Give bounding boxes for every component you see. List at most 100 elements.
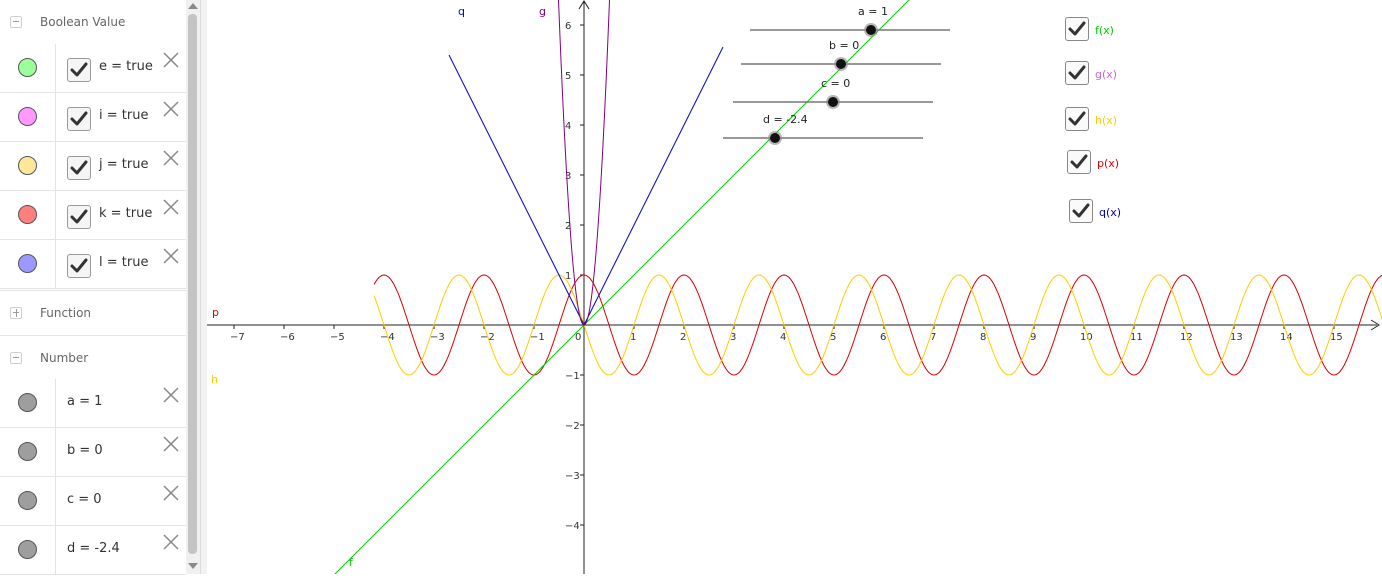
curve-label-p: p bbox=[212, 306, 219, 319]
delete-icon[interactable] bbox=[162, 198, 180, 216]
boolean-label[interactable]: e = true bbox=[99, 59, 153, 74]
y-tick-label: −3 bbox=[565, 471, 580, 482]
boolean-checkbox[interactable] bbox=[67, 58, 91, 82]
slider-knob[interactable] bbox=[828, 97, 838, 107]
x-tick-label: −5 bbox=[330, 332, 345, 343]
x-tick-label: 15 bbox=[1330, 332, 1343, 343]
boolean-label[interactable]: i = true bbox=[99, 108, 149, 123]
number-header-label: Number bbox=[40, 351, 89, 365]
number-header[interactable]: Number bbox=[0, 335, 186, 379]
delete-icon[interactable] bbox=[162, 435, 180, 453]
function-header-label: Function bbox=[40, 306, 92, 320]
slider-label: b = 0 bbox=[829, 39, 859, 52]
y-tick-label: −4 bbox=[565, 521, 580, 532]
x-tick-label: 13 bbox=[1230, 332, 1243, 343]
visibility-marble-icon[interactable] bbox=[18, 107, 37, 126]
y-axis-arrow-icon bbox=[578, 0, 590, 10]
checkbox-label[interactable]: f(x) bbox=[1095, 24, 1114, 37]
number-row[interactable]: c = 0 bbox=[0, 477, 186, 526]
boolean-row[interactable]: i = true bbox=[0, 93, 186, 142]
delete-icon[interactable] bbox=[162, 484, 180, 502]
checkbox-label[interactable]: q(x) bbox=[1099, 206, 1122, 219]
visibility-marble-icon[interactable] bbox=[18, 442, 37, 461]
number-label[interactable]: b = 0 bbox=[67, 443, 103, 458]
curve-label-q: q bbox=[458, 5, 465, 18]
boolean-row[interactable]: k = true bbox=[0, 191, 186, 240]
algebra-view: Boolean Value e = true i = true j = true k … bbox=[0, 0, 186, 575]
x-tick-label: 3 bbox=[730, 332, 736, 343]
x-axis-arrow-icon bbox=[1370, 319, 1380, 331]
checkbox-label[interactable]: g(x) bbox=[1095, 68, 1118, 81]
boolean-label[interactable]: j = true bbox=[99, 157, 149, 172]
boolean-checkbox[interactable] bbox=[67, 254, 91, 278]
visibility-marble-icon[interactable] bbox=[18, 393, 37, 412]
graph-canvas[interactable]: −7 −6 −5 −4 −3 −2 −1 0 1 2 3 4 5 6 7 8 9 10 11 12 13 14 15−4−3… bbox=[207, 0, 1382, 576]
delete-icon[interactable] bbox=[162, 386, 180, 404]
visibility-marble-icon[interactable] bbox=[18, 491, 37, 510]
algebra-scrollbar[interactable] bbox=[186, 0, 200, 574]
number-label[interactable]: a = 1 bbox=[67, 394, 103, 409]
slider-knob[interactable] bbox=[770, 133, 780, 143]
boolean-label[interactable]: l = true bbox=[99, 255, 149, 270]
boolean-checkbox[interactable] bbox=[67, 156, 91, 180]
x-tick-label: −6 bbox=[280, 332, 295, 343]
collapse-icon[interactable] bbox=[10, 352, 22, 364]
checkbox-label[interactable]: p(x) bbox=[1097, 157, 1120, 170]
boolean-row[interactable]: j = true bbox=[0, 142, 186, 191]
curve-p[interactable] bbox=[373, 274, 1382, 376]
x-tick-label: −3 bbox=[430, 332, 445, 343]
checkbox-h[interactable] bbox=[1065, 107, 1089, 131]
view-divider[interactable] bbox=[200, 0, 207, 574]
expand-icon[interactable] bbox=[10, 307, 22, 319]
x-tick-label: 7 bbox=[930, 332, 936, 343]
marble-cell bbox=[0, 240, 56, 288]
visibility-marble-icon[interactable] bbox=[18, 156, 37, 175]
delete-icon[interactable] bbox=[162, 100, 180, 118]
scrollbar-thumb[interactable] bbox=[188, 14, 197, 554]
number-label[interactable]: c = 0 bbox=[67, 492, 102, 507]
marble-cell bbox=[0, 379, 56, 427]
boolean-checkbox[interactable] bbox=[67, 107, 91, 131]
y-tick-label: 1 bbox=[565, 271, 571, 282]
x-tick-label: 1 bbox=[630, 332, 636, 343]
number-label[interactable]: d = -2.4 bbox=[67, 541, 120, 556]
boolean-label[interactable]: k = true bbox=[99, 206, 153, 221]
number-row[interactable]: a = 1 bbox=[0, 379, 186, 428]
slider-knob[interactable] bbox=[866, 25, 876, 35]
marble-cell bbox=[0, 428, 56, 476]
checkbox-label[interactable]: h(x) bbox=[1095, 114, 1118, 127]
graphics-view[interactable]: −7 −6 −5 −4 −3 −2 −1 0 1 2 3 4 5 6 7 8 9 10 11 12 13 14 15 −4 −3… bbox=[207, 0, 1382, 576]
function-header[interactable]: Function bbox=[0, 290, 186, 334]
checkbox-p[interactable] bbox=[1067, 150, 1091, 174]
number-row[interactable]: d = -2.4 bbox=[0, 526, 186, 575]
y-tick-label: 6 bbox=[565, 21, 571, 32]
visibility-marble-icon[interactable] bbox=[18, 254, 37, 273]
x-tick-label: 6 bbox=[880, 332, 886, 343]
x-tick-label: 12 bbox=[1180, 332, 1193, 343]
delete-icon[interactable] bbox=[162, 247, 180, 265]
boolean-checkbox[interactable] bbox=[67, 205, 91, 229]
checkbox-q[interactable] bbox=[1069, 199, 1093, 223]
visibility-marble-icon[interactable] bbox=[18, 205, 37, 224]
scroll-up-icon[interactable] bbox=[188, 3, 198, 9]
slider-knob[interactable] bbox=[836, 59, 846, 69]
curve-q[interactable] bbox=[448, 46, 724, 327]
visibility-marble-icon[interactable] bbox=[18, 540, 37, 559]
boolean-row[interactable]: e = true bbox=[0, 44, 186, 93]
checkbox-g[interactable] bbox=[1065, 61, 1089, 85]
curve-g[interactable] bbox=[557, 0, 611, 326]
visibility-marble-icon[interactable] bbox=[18, 58, 37, 77]
collapse-icon[interactable] bbox=[10, 16, 22, 28]
delete-icon[interactable] bbox=[162, 51, 180, 69]
curve-f[interactable] bbox=[333, 0, 934, 576]
y-tick-label: 5 bbox=[565, 71, 571, 82]
boolean-value-header[interactable]: Boolean Value bbox=[0, 0, 186, 44]
delete-icon[interactable] bbox=[162, 533, 180, 551]
curve-h[interactable] bbox=[373, 274, 1382, 376]
delete-icon[interactable] bbox=[162, 149, 180, 167]
number-row[interactable]: b = 0 bbox=[0, 428, 186, 477]
scroll-down-icon[interactable] bbox=[188, 563, 198, 569]
y-tick-label: −1 bbox=[565, 371, 580, 382]
checkbox-f[interactable] bbox=[1065, 17, 1089, 41]
boolean-row[interactable]: l = true bbox=[0, 240, 186, 289]
